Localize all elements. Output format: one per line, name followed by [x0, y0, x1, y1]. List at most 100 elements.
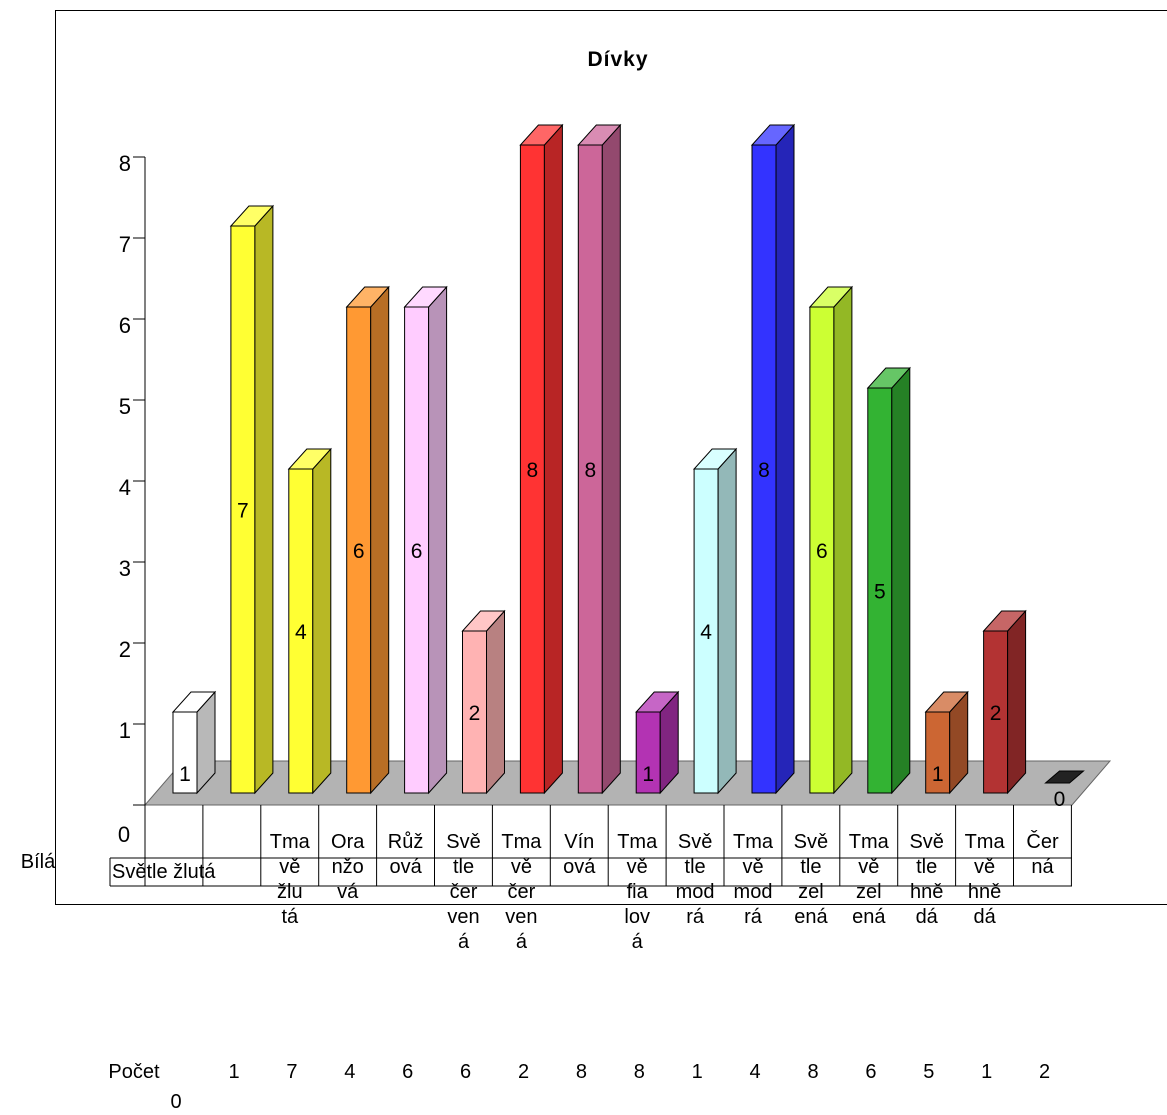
bar-top	[287, 448, 332, 470]
bar-top	[692, 448, 738, 470]
bar	[462, 630, 487, 794]
category-label: Tma vě čer ven á	[501, 831, 542, 953]
table-value: 4	[344, 1061, 355, 1083]
y-tick-label: 2	[119, 637, 131, 662]
bar-value-label: 1	[642, 763, 654, 786]
table-value: 5	[923, 1061, 934, 1083]
bar-side	[891, 366, 911, 795]
bar-top	[403, 286, 448, 308]
bar-value-label: 2	[990, 702, 1002, 725]
category-label: Vín ová	[563, 831, 596, 878]
bar-top	[808, 286, 854, 308]
table-value: 8	[576, 1061, 587, 1083]
bar-value-label: 7	[237, 500, 249, 523]
bar-value-label: 1	[179, 763, 191, 786]
table-value: 6	[460, 1061, 471, 1083]
bar-side	[601, 123, 621, 795]
bar-value-label: 8	[584, 459, 596, 482]
bar-value-label: 5	[874, 581, 886, 604]
category-label: Tma vě zel ená	[849, 831, 890, 928]
chart-title: Dívky	[587, 48, 648, 71]
bar-value-label: 1	[932, 763, 944, 786]
bar-top	[229, 205, 275, 227]
table-value: 1	[692, 1061, 703, 1083]
category-label: Tma vě fia lov á	[617, 831, 658, 953]
bar-value-label: 0	[1054, 788, 1066, 811]
bar	[925, 711, 951, 794]
table-value: 2	[518, 1061, 529, 1083]
bar	[230, 225, 256, 794]
bar-top	[577, 124, 622, 146]
bar-value-label: 8	[527, 459, 539, 482]
table-value: 6	[402, 1061, 413, 1083]
category-label: Tma vě mod rá	[733, 831, 774, 928]
y-tick-label: 0	[118, 822, 130, 847]
table-value: 8	[634, 1061, 645, 1083]
table-value: 1	[981, 1061, 992, 1083]
category-label: Tma vě hně dá	[965, 831, 1006, 928]
bar	[809, 306, 835, 794]
bar	[867, 387, 893, 794]
bar-value-label: 6	[353, 540, 365, 563]
bar-side	[717, 447, 737, 795]
bar-side	[254, 204, 274, 795]
y-tick-label: 7	[119, 232, 131, 257]
category-label: Svě tle čer ven á	[446, 831, 480, 953]
table-value: 6	[865, 1061, 876, 1083]
bar-top	[1044, 770, 1085, 784]
bar-top	[924, 691, 969, 713]
table-value: 8	[807, 1061, 818, 1083]
bar-top	[345, 286, 390, 308]
y-tick-label: 6	[119, 313, 131, 338]
bar-top	[982, 610, 1027, 632]
category-label: Růž ová	[388, 831, 424, 878]
bar	[404, 306, 430, 794]
bar-value-label: 6	[816, 540, 828, 563]
bar-side	[543, 123, 563, 795]
bar-side	[370, 285, 390, 795]
category-label: Tma vě žlu tá	[270, 831, 311, 928]
table-value: 1	[228, 1061, 239, 1083]
bar-side	[486, 609, 505, 795]
bar-top	[519, 124, 564, 146]
bar-value-label: 8	[758, 459, 770, 482]
bar-side	[428, 285, 448, 795]
category-label: Svě tle hně dá	[909, 831, 943, 928]
bar-top	[635, 691, 680, 713]
bar-value-label: 6	[411, 540, 423, 563]
y-tick-label: 5	[119, 394, 131, 419]
bar-value-label: 2	[469, 702, 481, 725]
bar	[983, 630, 1009, 794]
category-label: Svě tle zel ená	[794, 831, 829, 928]
bar-side	[312, 447, 332, 795]
y-tick-label: 1	[119, 718, 131, 743]
bar	[693, 468, 719, 794]
category-label: Bílá	[21, 851, 56, 873]
bar	[519, 144, 545, 794]
y-tick-label: 4	[119, 475, 131, 500]
bar-side	[775, 123, 795, 795]
table-value: 7	[286, 1061, 297, 1083]
bar	[751, 144, 777, 794]
table-row-label: Počet	[108, 1061, 160, 1083]
category-label: Svě tle mod rá	[676, 831, 715, 928]
table-value: 0	[170, 1091, 181, 1113]
bar-side	[833, 285, 853, 795]
bar-value-label: 4	[700, 621, 712, 644]
bar-value-label: 4	[295, 621, 307, 644]
bar-side	[1007, 609, 1027, 795]
category-label: Ora nžo vá	[331, 831, 365, 903]
table-value: 2	[1039, 1061, 1050, 1083]
category-label: Čer ná	[1026, 830, 1059, 878]
bar-top	[750, 124, 796, 146]
chart-frame	[55, 10, 1167, 905]
bar-top	[461, 610, 506, 632]
y-tick-label: 8	[119, 151, 131, 176]
table-value: 4	[750, 1061, 761, 1083]
bar	[635, 711, 661, 794]
y-tick-label: 3	[119, 556, 131, 581]
bar-top	[171, 691, 217, 713]
category-label: Světle žlutá	[112, 861, 216, 883]
bar-top	[866, 367, 911, 389]
